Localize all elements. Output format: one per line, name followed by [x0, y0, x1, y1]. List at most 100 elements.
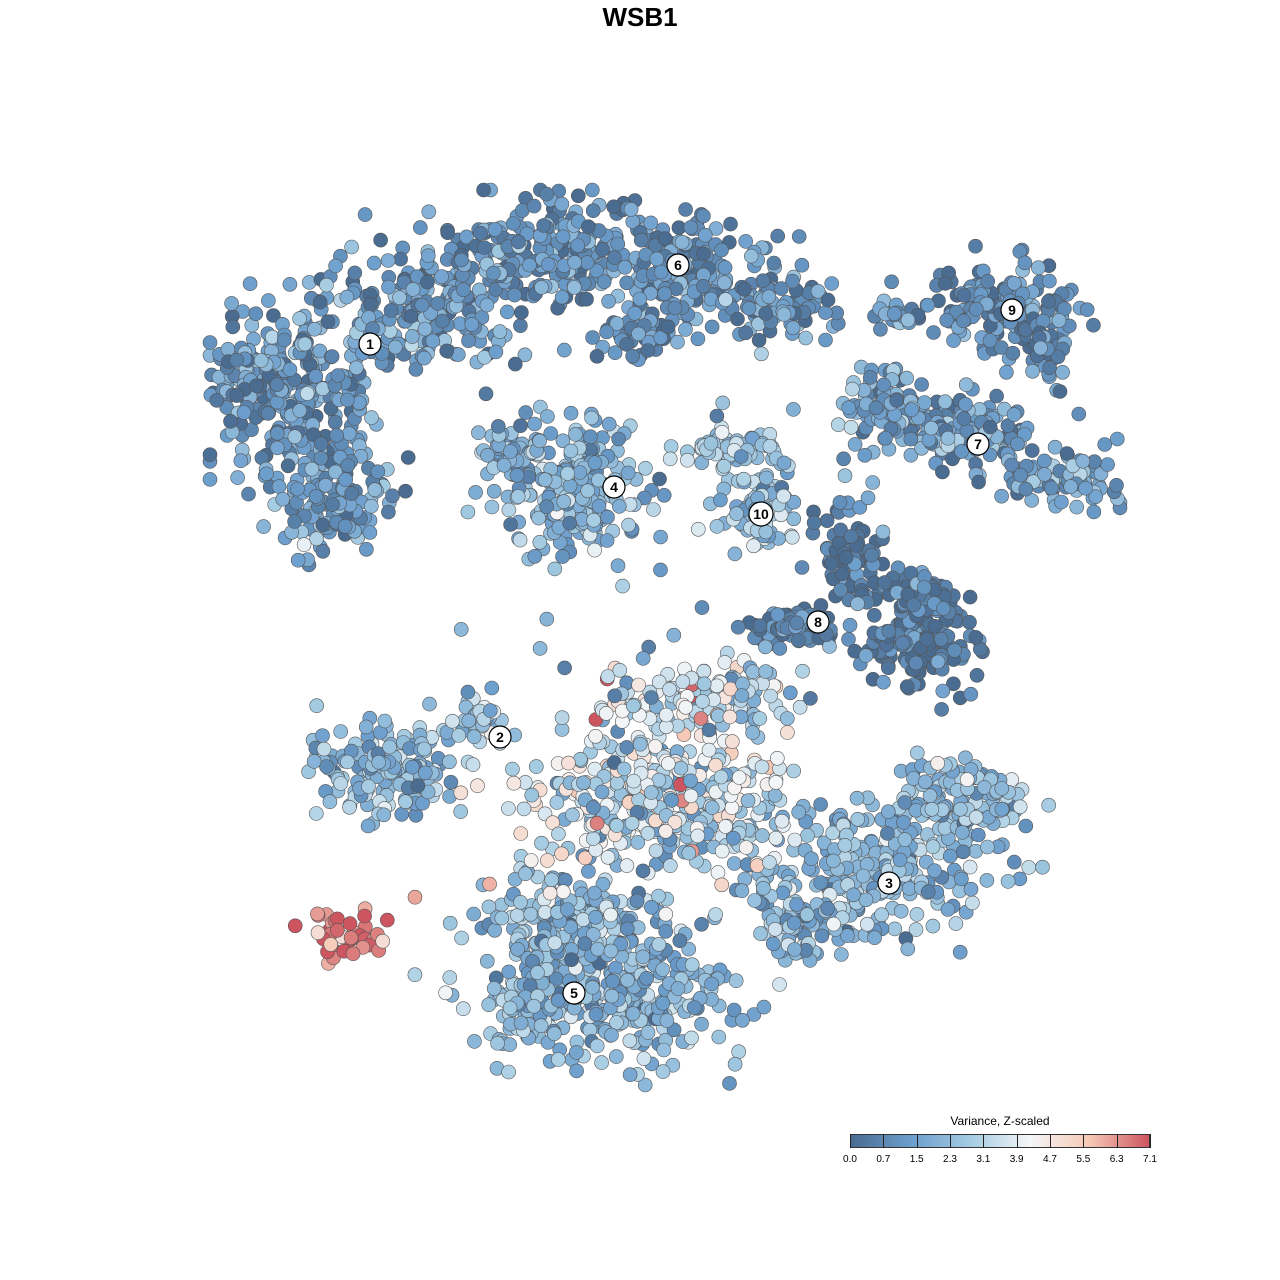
scatter-point: [653, 330, 669, 345]
scatter-point: [1086, 504, 1102, 520]
scatter-point: [587, 542, 602, 558]
scatter-point: [271, 479, 287, 494]
scatter-point: [956, 288, 972, 303]
scatter-point: [746, 538, 761, 554]
scatter-point: [726, 830, 741, 846]
scatter-point: [416, 741, 432, 757]
scatter-point: [595, 242, 610, 257]
cluster-label-badge: [358, 332, 382, 356]
scatter-point: [1055, 364, 1070, 380]
scatter-point: [505, 761, 520, 777]
scatter-point: [546, 1026, 562, 1041]
scatter-point: [543, 426, 559, 441]
scatter-point: [785, 273, 800, 289]
scatter-point: [1005, 345, 1021, 361]
scatter-point: [860, 490, 876, 506]
scatter-point: [461, 333, 476, 349]
scatter-point: [465, 757, 481, 772]
scatter-point: [681, 845, 697, 861]
scatter-point: [560, 902, 575, 917]
scatter-point: [690, 521, 706, 537]
scatter-point: [643, 785, 659, 800]
scatter-point: [826, 853, 841, 869]
scatter-point: [906, 597, 922, 613]
scatter-point: [1079, 302, 1095, 318]
scatter-point: [349, 360, 364, 376]
scatter-point: [333, 776, 349, 791]
scatter-point: [925, 839, 941, 855]
scatter-point: [656, 487, 672, 503]
scatter-point: [640, 343, 656, 358]
scatter-point: [468, 485, 483, 500]
scatter-point: [639, 970, 654, 986]
scatter-point: [843, 529, 859, 544]
scatter-point: [772, 641, 788, 656]
scatter-point: [375, 933, 391, 949]
scatter-point: [643, 215, 659, 231]
scatter-point: [563, 405, 579, 421]
scatter-point: [566, 280, 582, 295]
scatter-point: [899, 370, 915, 386]
scatter-point: [727, 1056, 743, 1072]
scatter-point: [435, 313, 450, 329]
scatter-point: [385, 488, 400, 504]
scatter-point: [900, 312, 916, 328]
scatter-point: [404, 329, 420, 344]
scatter-point: [1069, 499, 1084, 515]
scatter-point: [646, 502, 661, 517]
scatter-point: [675, 674, 691, 690]
scatter-point: [655, 1064, 671, 1079]
scatter-point: [649, 251, 665, 267]
scatter-point: [310, 925, 326, 941]
scatter-point: [656, 1042, 672, 1058]
scatter-point: [962, 589, 978, 605]
scatter-point: [603, 943, 619, 959]
scatter-point: [909, 907, 925, 922]
cluster-label-badge: [562, 981, 586, 1005]
scatter-point: [660, 319, 676, 335]
scatter-point: [438, 985, 453, 1001]
scatter-point: [787, 832, 803, 848]
scatter-point: [600, 669, 616, 684]
scatter-point: [320, 314, 336, 330]
scatter-point: [968, 301, 984, 317]
scatter-point: [609, 818, 625, 833]
scatter-point: [313, 436, 329, 452]
scatter-point: [953, 801, 968, 817]
scatter-point: [1033, 340, 1048, 356]
scatter-point: [789, 615, 805, 631]
scatter-point: [361, 779, 376, 794]
scatter-point: [388, 339, 403, 355]
scatter-point: [731, 1044, 747, 1059]
scatter-point: [611, 499, 627, 514]
scatter-point: [658, 823, 674, 839]
scatter-point: [837, 468, 853, 484]
scatter-point: [632, 291, 648, 307]
scatter-point: [799, 907, 815, 922]
cluster-label-10: 10: [748, 501, 774, 527]
scatter-point: [537, 904, 553, 920]
scatter-point: [767, 921, 783, 937]
scatter-point: [658, 906, 674, 922]
scatter-point: [1078, 480, 1093, 496]
scatter-point: [840, 928, 855, 943]
cluster-label-2: 2: [488, 725, 512, 749]
scatter-point: [729, 506, 744, 522]
scatter-point: [370, 464, 386, 480]
scatter-point: [727, 546, 743, 562]
scatter-point: [383, 303, 399, 318]
scatter-point: [909, 745, 925, 761]
scatter-point: [589, 815, 605, 831]
scatter-point: [570, 188, 586, 204]
scatter-point: [310, 906, 325, 922]
scatter-point: [454, 252, 469, 268]
cluster-label-badge: [602, 475, 626, 499]
scatter-point: [919, 632, 935, 647]
scatter-point: [487, 222, 503, 237]
scatter-point: [476, 182, 491, 198]
scatter-point: [328, 464, 343, 480]
scatter-point: [319, 759, 334, 774]
scatter-point: [482, 876, 497, 892]
scatter-point: [737, 281, 752, 297]
scatter-point: [479, 297, 495, 313]
